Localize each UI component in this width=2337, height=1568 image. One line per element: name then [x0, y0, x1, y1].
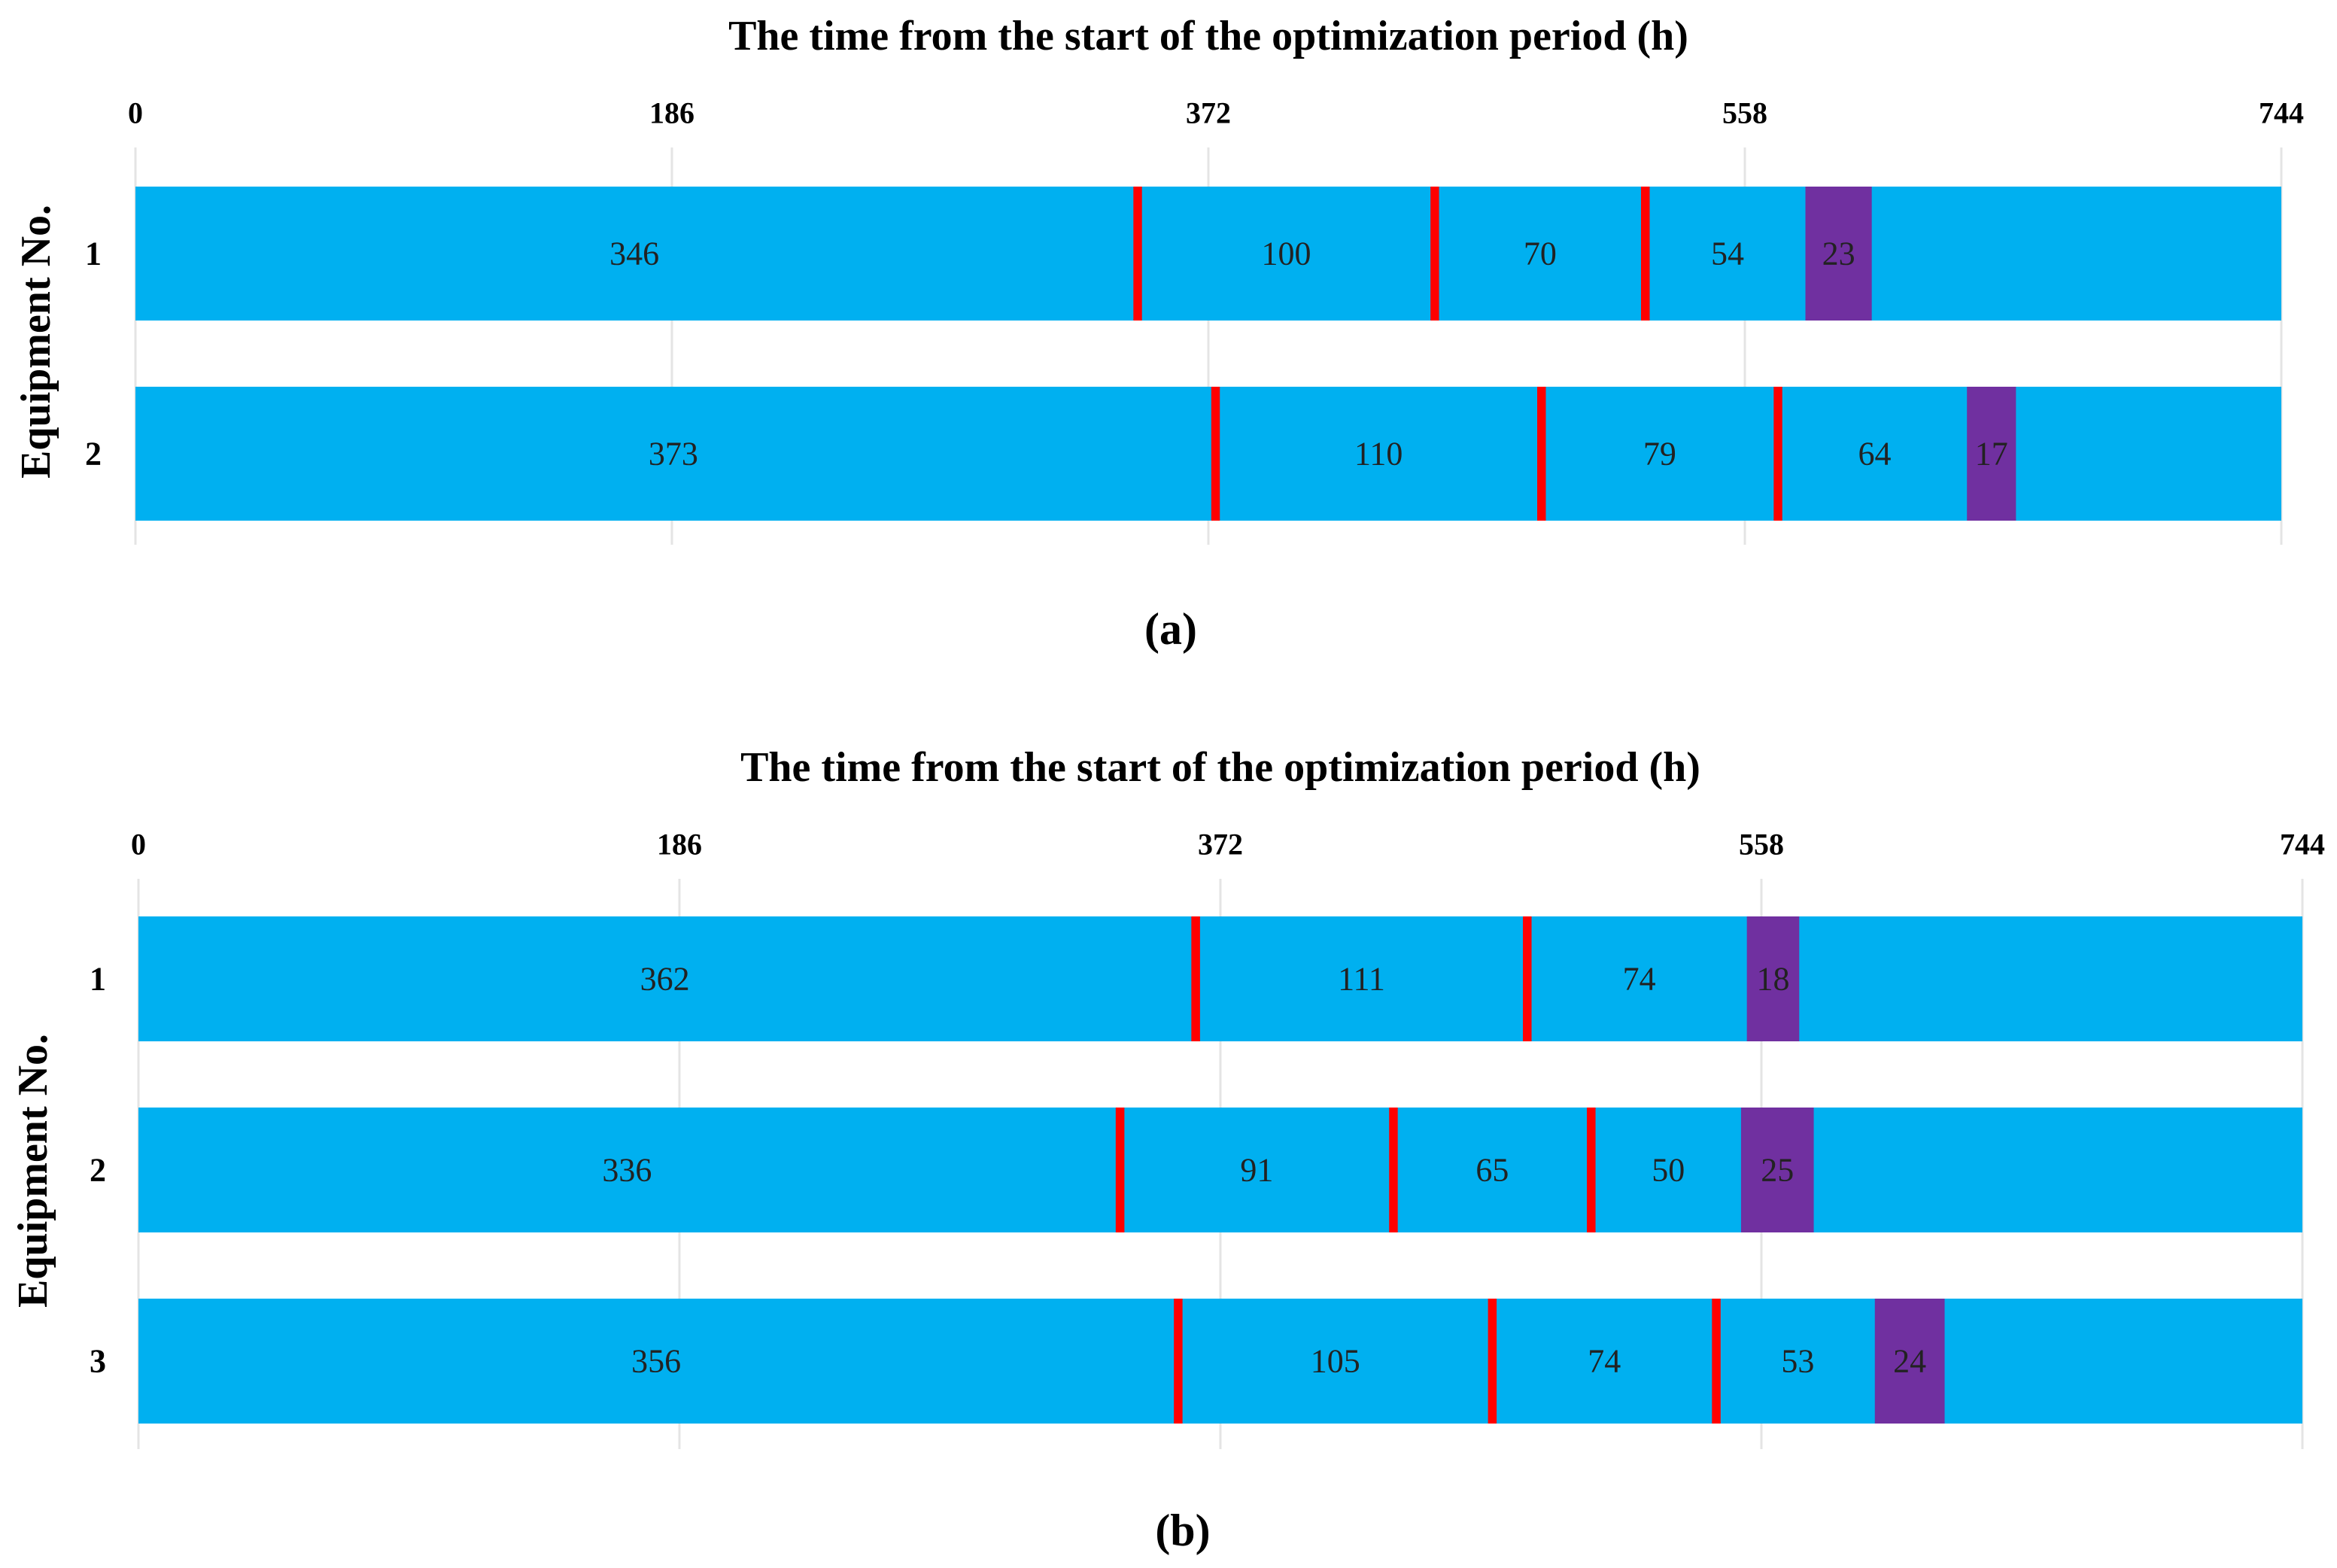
operation-segment — [138, 1299, 1175, 1424]
x-tick-label: 558 — [1739, 828, 1784, 861]
operation-segment — [135, 387, 1211, 521]
maintenance-segment — [1523, 916, 1532, 1041]
operation-segment — [1497, 1299, 1712, 1424]
equipment-label: 2 — [85, 436, 102, 473]
operation-segment — [1220, 387, 1537, 521]
panel-caption: (b) — [1155, 1506, 1210, 1555]
operation-segment — [1199, 916, 1524, 1041]
segment-value-label: 74 — [1588, 1343, 1621, 1380]
maintenance-segment — [1537, 387, 1546, 521]
maintenance-segment — [1430, 187, 1439, 321]
segment-value-label: 54 — [1711, 236, 1744, 272]
final-segment — [1740, 1108, 1814, 1232]
segment-value-label: 25 — [1761, 1152, 1794, 1189]
operation-segment — [1182, 1299, 1488, 1424]
maintenance-segment — [1712, 1299, 1721, 1424]
equipment-label: 3 — [90, 1343, 106, 1380]
segment-value-label: 346 — [609, 236, 659, 272]
x-tick-label: 186 — [657, 828, 702, 861]
operation-segment — [1141, 187, 1431, 321]
segment-value-label: 100 — [1262, 236, 1311, 272]
segment-value-label: 91 — [1240, 1152, 1273, 1189]
operation-segment — [1720, 1299, 1875, 1424]
segment-value-label: 18 — [1756, 961, 1789, 998]
operation-segment — [1595, 1108, 1741, 1232]
x-tick-label: 0 — [128, 96, 143, 130]
x-tick-label: 372 — [1198, 828, 1243, 861]
maintenance-segment — [1115, 1108, 1125, 1232]
operation-segment — [1439, 187, 1641, 321]
segment-value-label: 64 — [1858, 436, 1892, 473]
x-tick-label: 372 — [1186, 96, 1231, 130]
segment-value-label: 373 — [649, 436, 698, 473]
x-tick-label: 558 — [1722, 96, 1767, 130]
final-segment — [1874, 1299, 1945, 1424]
maintenance-segment — [1174, 1299, 1183, 1424]
y-axis-label: Equipment No. — [13, 205, 59, 479]
final-segment — [1967, 387, 2016, 521]
equipment-label: 1 — [85, 236, 102, 272]
operation-segment — [1397, 1108, 1588, 1232]
operation-segment — [135, 187, 1134, 321]
panel-a: 0 186 372 558 744 The time from the start of … — [13, 13, 2304, 654]
maintenance-segment — [1488, 1299, 1497, 1424]
segment-value-label: 50 — [1652, 1152, 1685, 1189]
operation-segment — [1649, 187, 1806, 321]
segment-value-label: 362 — [640, 961, 690, 998]
operation-segment — [1531, 916, 1747, 1041]
segment-value-label: 53 — [1781, 1343, 1814, 1380]
x-tick-label: 744 — [2280, 828, 2325, 861]
final-segment — [1746, 916, 1800, 1041]
operation-segment — [138, 916, 1192, 1041]
maintenance-segment — [1133, 187, 1142, 321]
segment-value-label: 105 — [1311, 1343, 1360, 1380]
segment-value-label: 74 — [1623, 961, 1656, 998]
maintenance-segment — [1211, 387, 1220, 521]
operation-segment — [1782, 387, 1968, 521]
segment-value-label: 356 — [631, 1343, 681, 1380]
segment-value-label: 23 — [1822, 236, 1855, 272]
maintenance-segment — [1191, 916, 1200, 1041]
segment-value-label: 79 — [1643, 436, 1676, 473]
x-tick-label: 186 — [649, 96, 694, 130]
segment-value-label: 336 — [602, 1152, 652, 1189]
x-tick-label: 744 — [2259, 96, 2304, 130]
operation-segment — [1124, 1108, 1390, 1232]
segment-value-label: 110 — [1354, 436, 1403, 473]
maintenance-segment — [1641, 187, 1650, 321]
operation-segment — [138, 1108, 1116, 1232]
segment-value-label: 24 — [1893, 1343, 1926, 1380]
operation-segment — [1545, 387, 1774, 521]
x-tick-label: 0 — [131, 828, 146, 861]
equipment-label: 1 — [90, 961, 106, 998]
segment-value-label: 65 — [1475, 1152, 1509, 1189]
equipment-label: 2 — [90, 1152, 106, 1189]
panel-caption: (a) — [1144, 604, 1197, 654]
maintenance-segment — [1587, 1108, 1596, 1232]
y-axis-label: Equipment No. — [10, 1034, 56, 1308]
final-segment — [1805, 187, 1872, 321]
segment-value-label: 70 — [1524, 236, 1557, 272]
maintenance-segment — [1389, 1108, 1398, 1232]
chart-title: The time from the start of the optimizat… — [728, 13, 1688, 59]
chart-title: The time from the start of the optimizat… — [740, 744, 1700, 791]
segment-value-label: 111 — [1338, 961, 1385, 998]
panel-b: 0 186 372 558 744 The time from the start of … — [10, 744, 2325, 1555]
segment-value-label: 17 — [1975, 436, 2008, 473]
maintenance-segment — [1773, 387, 1782, 521]
